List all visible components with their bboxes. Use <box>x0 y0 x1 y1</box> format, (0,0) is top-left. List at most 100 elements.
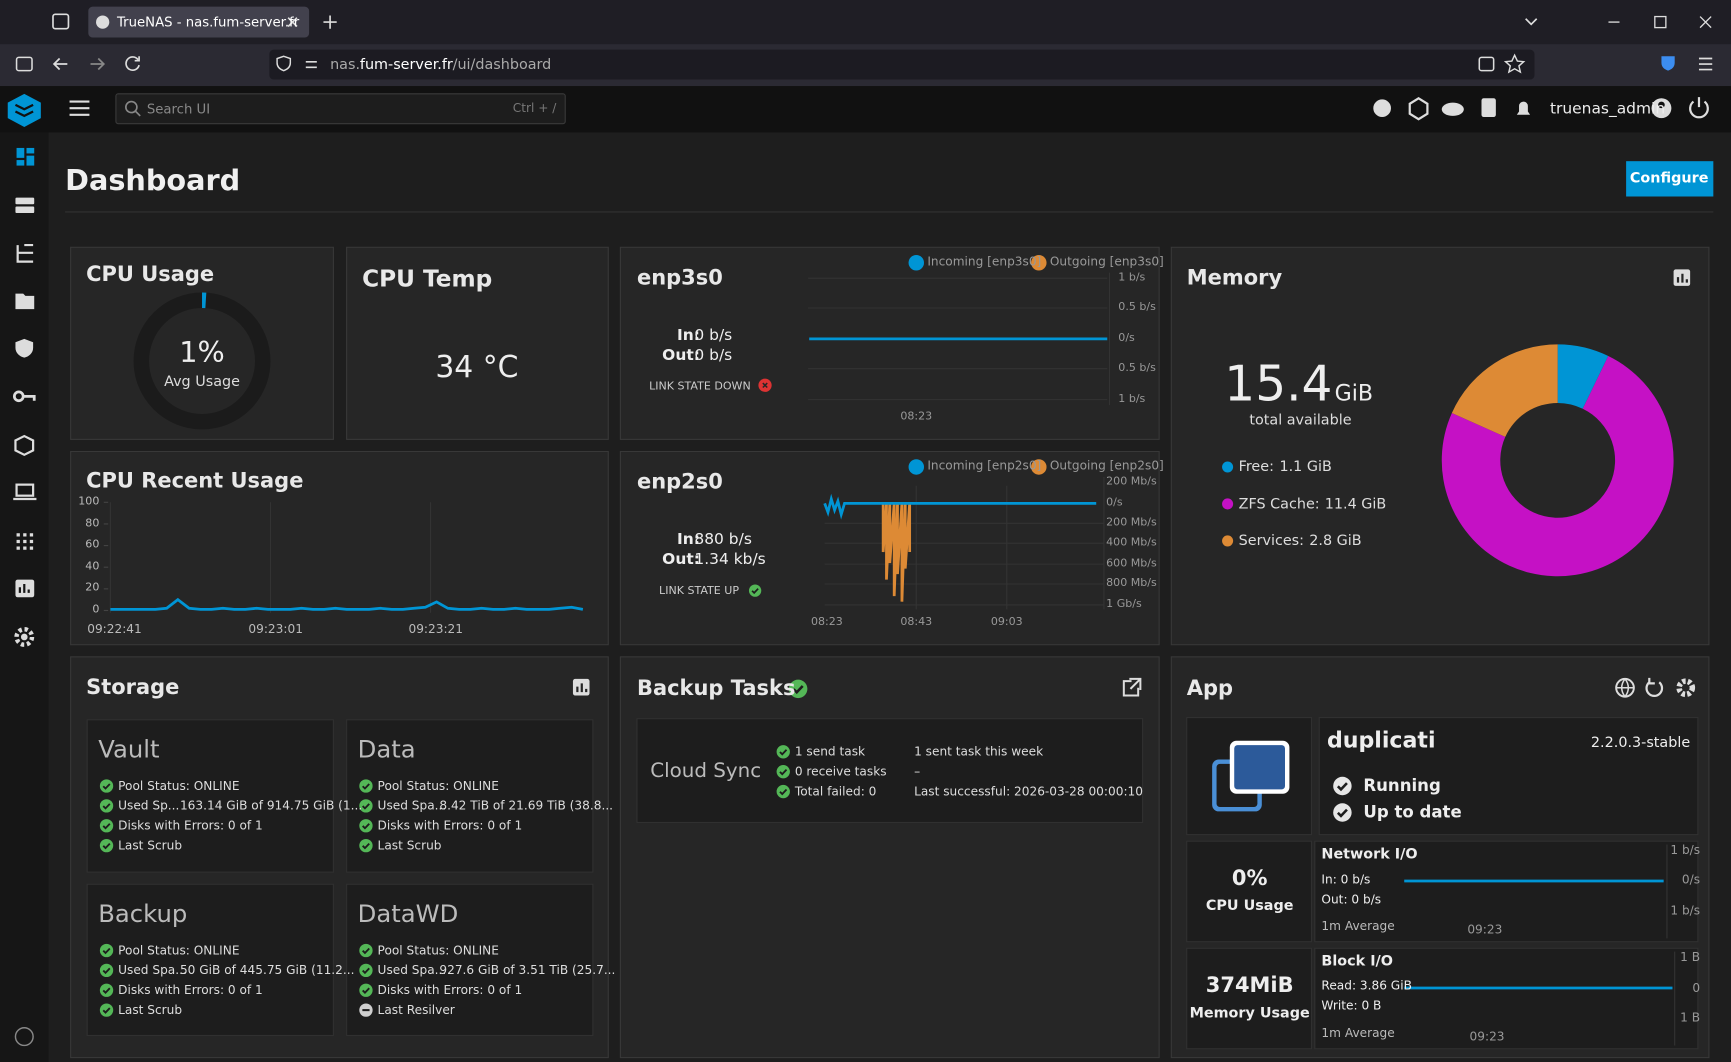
pool-name: DataWD <box>358 903 459 927</box>
memory-total: 15.4 <box>1224 361 1332 410</box>
card-title: CPU Temp <box>362 268 492 291</box>
pool-line: Pool Status: ONLINE <box>378 944 499 956</box>
tab-title: TrueNAS - nas.fum-server.fr <box>117 15 299 28</box>
pool-line: Used Spa... <box>378 800 447 812</box>
card-title: Storage <box>86 677 179 698</box>
x-tick-label: 09:22:41 <box>87 623 142 635</box>
url-domain: fum-server.fr <box>360 58 453 72</box>
io-y-label: 1 b/s <box>1670 905 1700 917</box>
legend-label: Outgoing [enp2s0] <box>1050 460 1164 472</box>
pool-line: Disks with Errors: 0 of 1 <box>118 984 263 996</box>
memory-value: 1.1 GiB <box>1279 460 1331 474</box>
in-value: 880 b/s <box>694 532 751 547</box>
card-title: enp3s0 <box>637 268 723 289</box>
legend-label: Incoming [enp3s0] <box>927 256 1041 268</box>
legend-label: Outgoing [enp3s0] <box>1050 256 1164 268</box>
x-tick-label: 09:03 <box>991 617 1023 628</box>
app-cpu-label: CPU Usage <box>1206 899 1294 913</box>
memory-label: ZFS Cache: <box>1239 497 1320 511</box>
pool-name: Vault <box>98 739 159 763</box>
app-version: 2.2.0.3-stable <box>1591 736 1690 750</box>
y-tick-label: 0 <box>92 605 99 616</box>
pool-line: Used Spa... <box>118 964 187 976</box>
backup-detail: – <box>914 766 920 778</box>
x-tick-label: 08:43 <box>900 617 932 628</box>
x-tick-label: 08:23 <box>900 412 932 423</box>
app-memory-value: 374MiB <box>1206 975 1294 996</box>
io-line: Out: 0 b/s <box>1321 894 1381 906</box>
io-y-label: 1 B <box>1680 951 1700 963</box>
app-status: Up to date <box>1363 804 1461 821</box>
gauge-value-label: 1% <box>179 339 225 368</box>
pool-detail: 8.42 TiB of 21.69 TiB (38.8... <box>439 800 613 812</box>
card-title: enp2s0 <box>637 472 723 493</box>
pool-name: Backup <box>98 903 187 927</box>
pool-line: Disks with Errors: 0 of 1 <box>378 984 523 996</box>
x-tick-label: 09:23:01 <box>248 623 303 635</box>
y-tick-label: 20 <box>85 583 99 594</box>
x-tick-label: 09:23:21 <box>408 623 463 635</box>
memory-value: 11.4 GiB <box>1325 497 1386 511</box>
legend-dot <box>1222 498 1233 509</box>
card-title: Backup Tasks <box>637 678 795 699</box>
legend-dot <box>1222 461 1233 472</box>
io-line: In: 0 b/s <box>1321 874 1370 886</box>
url-subdomain: nas. <box>330 58 360 72</box>
io-time: 09:23 <box>1470 1031 1505 1043</box>
memory-value: 2.8 GiB <box>1309 534 1361 548</box>
pool-line: Pool Status: ONLINE <box>118 944 239 956</box>
backup-item: Total failed: 0 <box>795 785 877 797</box>
y-tick-label: 200 Mb/s <box>1106 518 1157 529</box>
out-value: 1.34 kb/s <box>694 552 765 567</box>
link-state: LINK STATE UP <box>659 586 739 597</box>
io-average: 1m Average <box>1321 1027 1394 1039</box>
card-title: App <box>1187 678 1233 699</box>
legend-dot <box>1222 535 1233 546</box>
pool-line: Last Scrub <box>118 1004 182 1016</box>
backup-item: 0 receive tasks <box>795 766 887 778</box>
pool-line: Pool Status: ONLINE <box>118 780 239 792</box>
y-tick-label: 100 <box>78 497 99 508</box>
y-tick-label: 400 Mb/s <box>1106 538 1157 549</box>
memory-label: Free: <box>1239 460 1274 474</box>
pool-line: Disks with Errors: 0 of 1 <box>378 820 523 832</box>
io-y-label: 0 <box>1692 982 1700 994</box>
pool-line: Pool Status: ONLINE <box>378 780 499 792</box>
app-status: Running <box>1363 778 1440 795</box>
app-cpu-value: 0% <box>1232 868 1268 889</box>
gauge-caption: Avg Usage <box>164 375 240 389</box>
backup-item: 1 send task <box>795 746 865 758</box>
y-tick-label: 0/s <box>1106 498 1123 509</box>
pool-line: Used Spa... <box>378 964 447 976</box>
y-tick-label: 40 <box>85 562 99 573</box>
page-title: Dashboard <box>65 167 240 196</box>
io-average: 1m Average <box>1321 920 1394 932</box>
out-value: 0 b/s <box>694 348 732 363</box>
in-value: 0 b/s <box>694 328 732 343</box>
y-tick-label: 200 Mb/s <box>1106 477 1157 488</box>
search-shortcut: Ctrl + / <box>513 102 557 114</box>
y-tick-label: 800 Mb/s <box>1106 578 1157 589</box>
memory-label: Services: <box>1239 534 1304 548</box>
y-tick-label: 1 Gb/s <box>1106 599 1142 610</box>
configure-label[interactable]: Configure <box>1630 172 1709 186</box>
io-title: Block I/O <box>1321 954 1393 968</box>
io-y-label: 1 B <box>1680 1012 1700 1024</box>
y-tick-label: 0.5 b/s <box>1118 363 1156 374</box>
pool-detail: 163.14 GiB of 914.75 GiB (1... <box>180 800 362 812</box>
backup-detail: Last successful: 2026-03-28 00:00:10 <box>914 785 1143 797</box>
cpu-line <box>110 600 582 610</box>
app-memory-label: Memory Usage <box>1190 1006 1310 1020</box>
y-tick-label: 600 Mb/s <box>1106 559 1157 570</box>
pool-name: Data <box>358 739 416 763</box>
pool-detail: 50 GiB of 445.75 GiB (11.2... <box>180 964 355 976</box>
pool-line: Used Sp... <box>118 800 179 812</box>
memory-unit: GiB <box>1335 382 1373 404</box>
io-time: 09:23 <box>1467 923 1502 935</box>
link-state: LINK STATE DOWN <box>649 382 751 393</box>
y-tick-label: 1 b/s <box>1118 394 1145 405</box>
pool-line: Last Scrub <box>118 840 182 852</box>
